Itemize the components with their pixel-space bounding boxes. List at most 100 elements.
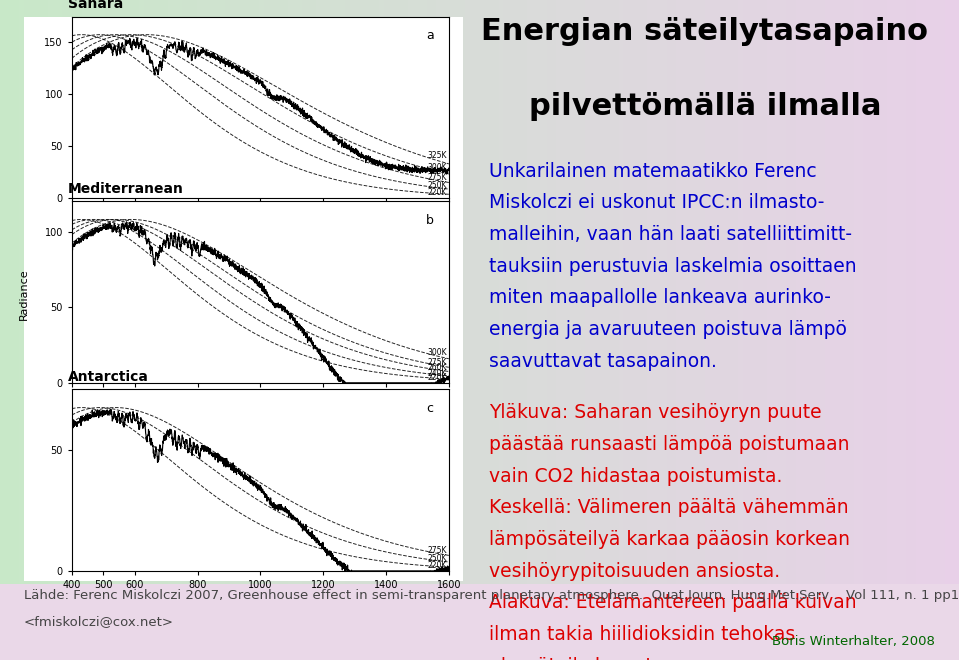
- Bar: [451, 0, 456, 584]
- Bar: [921, 0, 925, 584]
- Bar: [676, 0, 681, 584]
- Bar: [925, 0, 930, 584]
- Text: Alakuva: Etelämantereen päällä kuivan: Alakuva: Etelämantereen päällä kuivan: [489, 593, 856, 612]
- Bar: [647, 0, 652, 584]
- Text: energia ja avaruuteen poistuva lämpö: energia ja avaruuteen poistuva lämpö: [489, 320, 847, 339]
- Bar: [0, 0, 5, 584]
- Bar: [527, 0, 532, 584]
- Bar: [820, 0, 825, 584]
- Text: a: a: [426, 29, 433, 42]
- Bar: [839, 0, 844, 584]
- Bar: [901, 0, 906, 584]
- Bar: [211, 0, 216, 584]
- Bar: [82, 0, 86, 584]
- Bar: [197, 0, 201, 584]
- Bar: [796, 0, 801, 584]
- Bar: [758, 0, 762, 584]
- Bar: [221, 0, 225, 584]
- Bar: [374, 0, 379, 584]
- Bar: [96, 0, 101, 584]
- Bar: [484, 0, 489, 584]
- Bar: [355, 0, 360, 584]
- Bar: [854, 0, 858, 584]
- Bar: [422, 0, 427, 584]
- Bar: [566, 0, 571, 584]
- Bar: [230, 0, 235, 584]
- Bar: [115, 0, 120, 584]
- Bar: [638, 0, 643, 584]
- Text: Yläkuva: Saharan vesihöyryn puute: Yläkuva: Saharan vesihöyryn puute: [489, 403, 822, 422]
- Bar: [714, 0, 719, 584]
- Bar: [667, 0, 671, 584]
- Bar: [417, 0, 422, 584]
- Bar: [643, 0, 647, 584]
- Text: Antarctica: Antarctica: [68, 370, 149, 384]
- Bar: [628, 0, 633, 584]
- Bar: [269, 0, 273, 584]
- Bar: [259, 0, 264, 584]
- Bar: [916, 0, 921, 584]
- Bar: [508, 0, 513, 584]
- Bar: [949, 0, 954, 584]
- Bar: [599, 0, 604, 584]
- Text: 250K: 250K: [428, 182, 447, 190]
- Bar: [403, 0, 408, 584]
- Text: <fmiskolczi@cox.net>: <fmiskolczi@cox.net>: [24, 615, 174, 628]
- Bar: [575, 0, 580, 584]
- Text: 260K: 260K: [428, 363, 447, 372]
- Text: miten maapallolle lankeava aurinko-: miten maapallolle lankeava aurinko-: [489, 288, 830, 308]
- Text: 250K: 250K: [428, 554, 447, 563]
- Bar: [134, 0, 139, 584]
- Bar: [331, 0, 336, 584]
- Bar: [595, 0, 599, 584]
- Bar: [149, 0, 153, 584]
- Bar: [120, 0, 125, 584]
- Bar: [139, 0, 144, 584]
- Bar: [911, 0, 916, 584]
- Bar: [292, 0, 297, 584]
- Bar: [772, 0, 777, 584]
- Bar: [297, 0, 302, 584]
- Text: Miskolczi ei uskonut IPCC:n ilmasto-: Miskolczi ei uskonut IPCC:n ilmasto-: [489, 193, 825, 213]
- Bar: [53, 0, 58, 584]
- Bar: [858, 0, 863, 584]
- Text: pilvettömällä ilmalla: pilvettömällä ilmalla: [528, 92, 881, 121]
- Text: 275K: 275K: [428, 358, 447, 367]
- Text: 300K: 300K: [428, 348, 447, 357]
- Text: saavuttavat tasapainon.: saavuttavat tasapainon.: [489, 352, 717, 371]
- Text: 220K: 220K: [428, 188, 447, 197]
- Bar: [456, 0, 460, 584]
- Text: c: c: [427, 402, 433, 415]
- Bar: [470, 0, 475, 584]
- Bar: [537, 0, 542, 584]
- Bar: [129, 0, 134, 584]
- Bar: [245, 0, 249, 584]
- Bar: [523, 0, 527, 584]
- Bar: [441, 0, 446, 584]
- Bar: [264, 0, 269, 584]
- Text: Sahara: Sahara: [68, 0, 124, 11]
- Bar: [873, 0, 877, 584]
- Bar: [686, 0, 690, 584]
- Bar: [29, 0, 34, 584]
- Bar: [312, 0, 316, 584]
- Bar: [201, 0, 206, 584]
- Bar: [877, 0, 882, 584]
- Text: 275K: 275K: [428, 173, 447, 182]
- Bar: [590, 0, 595, 584]
- Bar: [724, 0, 729, 584]
- Bar: [110, 0, 115, 584]
- Text: Lähde: Ferenc Miskolczi 2007, Greenhouse effect in semi-transparent planetary at: Lähde: Ferenc Miskolczi 2007, Greenhouse…: [24, 589, 959, 602]
- Bar: [743, 0, 748, 584]
- Bar: [561, 0, 566, 584]
- Bar: [619, 0, 623, 584]
- Bar: [192, 0, 197, 584]
- Bar: [542, 0, 547, 584]
- Bar: [24, 0, 29, 584]
- Bar: [748, 0, 753, 584]
- Bar: [379, 0, 384, 584]
- Bar: [393, 0, 398, 584]
- Bar: [734, 0, 738, 584]
- Bar: [321, 0, 326, 584]
- Bar: [777, 0, 782, 584]
